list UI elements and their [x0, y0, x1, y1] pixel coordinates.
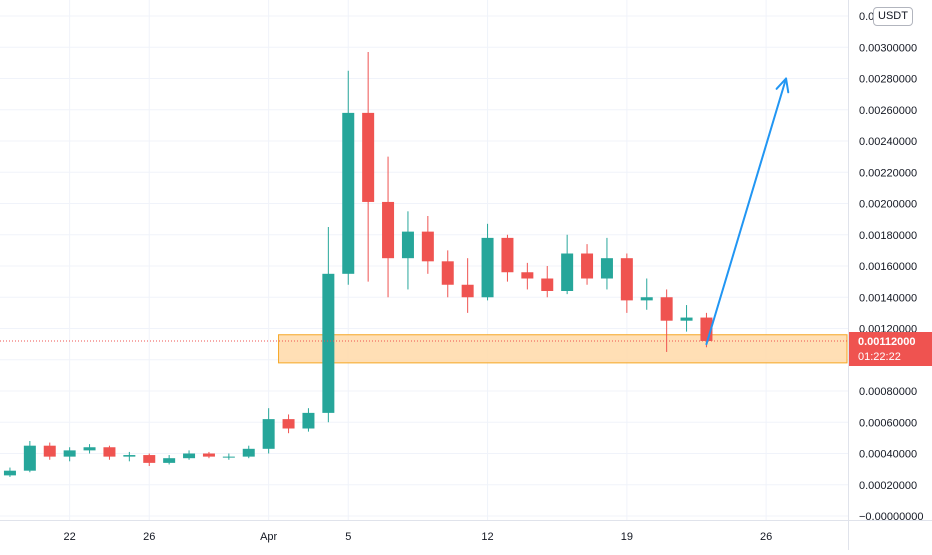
- candles: [3, 51, 713, 477]
- support-zone-layer: [278, 334, 848, 364]
- projection-arrow-line: [705, 77, 788, 346]
- candle-body: [183, 453, 196, 459]
- projection-arrowhead: [775, 77, 790, 94]
- x-tick-label: 26: [143, 531, 155, 543]
- y-tick-label: 0.00080000: [859, 386, 917, 398]
- y-tick-label: 0.00200000: [859, 199, 917, 211]
- candle-body: [342, 112, 355, 274]
- y-tick-label: 0.00260000: [859, 105, 917, 117]
- y-tick-label: 0.00160000: [859, 261, 917, 273]
- candle-body: [600, 258, 613, 279]
- candle-body: [282, 419, 295, 429]
- candle-body: [163, 458, 176, 463]
- candle-body: [302, 412, 315, 429]
- candle-body: [262, 419, 275, 449]
- y-tick-label: 0.00140000: [859, 292, 917, 304]
- y-tick-label: 0.00060000: [859, 417, 917, 429]
- candle-body: [561, 253, 574, 291]
- candle-body: [461, 284, 474, 298]
- x-tick-label: 19: [621, 531, 633, 543]
- y-tick-label: 0.0: [859, 11, 874, 23]
- support-zone: [278, 334, 848, 364]
- candle-body: [541, 278, 554, 291]
- last-price-badge: [849, 332, 932, 366]
- candle-body: [103, 447, 116, 457]
- y-tick-label: 0.00300000: [859, 42, 917, 54]
- last-price-label: 0.00112000: [858, 336, 916, 348]
- candle-body: [501, 237, 514, 273]
- candle-body: [202, 453, 215, 457]
- countdown-label: 01:22:22: [858, 351, 901, 363]
- y-tick-label: 0.00180000: [859, 230, 917, 242]
- candle-body: [382, 201, 395, 259]
- y-tick-label: 0.00020000: [859, 480, 917, 492]
- x-tick-label: 22: [64, 531, 76, 543]
- candle-body: [43, 445, 56, 457]
- candle-body: [3, 470, 16, 476]
- candle-body: [401, 231, 414, 259]
- candle-body: [441, 261, 454, 285]
- candle-body: [242, 448, 255, 457]
- candle-body: [222, 456, 235, 458]
- candle-body: [481, 237, 494, 298]
- grid: [0, 0, 848, 520]
- x-tick-label: 12: [481, 531, 493, 543]
- x-tick-label: Apr: [260, 531, 277, 543]
- currency-badge[interactable]: USDT: [873, 7, 913, 26]
- x-tick-label: 26: [760, 531, 772, 543]
- candle-body: [63, 450, 76, 457]
- y-tick-label: 0.00280000: [859, 74, 917, 86]
- y-tick-label: 0.00040000: [859, 449, 917, 461]
- y-tick-label: 0.00240000: [859, 136, 917, 148]
- annotations: [0, 77, 848, 346]
- candle-body: [362, 112, 375, 202]
- candle-body: [620, 258, 633, 301]
- y-tick-label: 0.00220000: [859, 167, 917, 179]
- candle-body: [123, 455, 136, 457]
- candle-body: [680, 317, 693, 321]
- candle-body: [521, 272, 534, 279]
- candle-body: [581, 253, 594, 279]
- candle-body: [322, 273, 335, 413]
- candle-body: [23, 445, 36, 471]
- candle-body: [83, 447, 96, 451]
- x-tick-label: 5: [345, 531, 351, 543]
- candle-body: [143, 455, 156, 463]
- candle-body: [660, 297, 673, 321]
- y-tick-label: −0.00000000: [859, 511, 924, 523]
- candle-body: [640, 297, 653, 301]
- candle-body: [421, 231, 434, 262]
